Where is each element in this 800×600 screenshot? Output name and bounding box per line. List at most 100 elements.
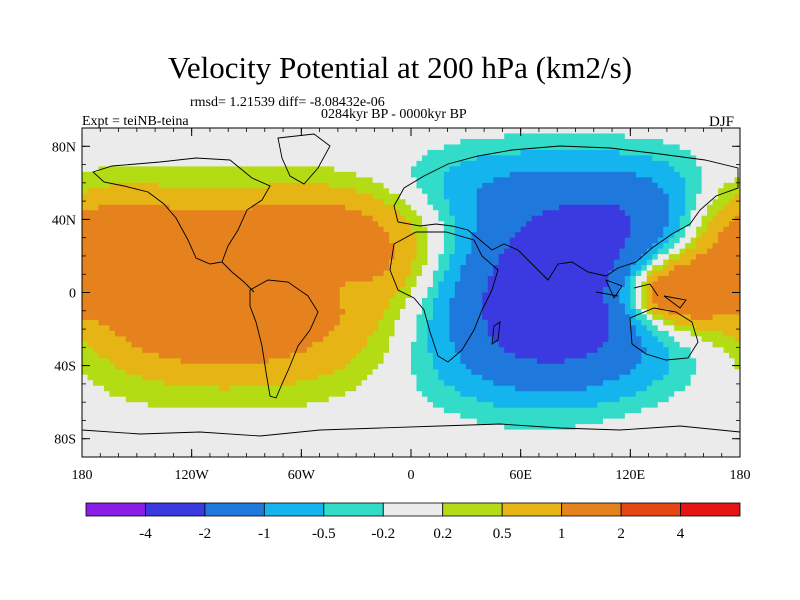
contour-cell [696,232,703,239]
contour-cell [476,204,560,211]
contour-cell [635,314,648,321]
contour-cell [443,243,456,250]
contour-cell [454,232,472,239]
contour-cell [712,215,736,222]
contour-cell [657,276,740,283]
contour-cell [367,336,390,343]
contour-cell [504,133,626,140]
contour-cell [657,303,740,310]
contour-cell [427,319,450,326]
coastline-greenland [277,133,331,185]
contour-cell [389,336,418,343]
contour-cell [438,265,450,272]
contour-cell [652,297,740,305]
contour-cell [389,347,412,354]
contour-cell [416,243,429,250]
contour-cell [712,243,740,250]
contour-cell [438,254,450,261]
colorbar-swatch [680,502,741,517]
contour-cell [438,259,450,266]
contour-cell [602,380,653,387]
contour-cell [635,325,648,332]
contour-cell [443,171,511,178]
contour-cell [630,287,637,294]
contour-cell [82,347,94,354]
contour-cell [690,352,730,359]
contour-cell [652,287,740,294]
contour-cell [367,374,418,381]
colorbar-swatch [501,502,563,517]
contour-cell [476,199,670,206]
coastline-madagascar [491,321,501,345]
contour-cell [82,226,385,233]
contour-cell [372,330,396,337]
contour-cell [663,341,681,348]
contour-cell [646,325,659,332]
contour-cell [421,265,440,272]
contour-cell [624,237,659,244]
contour-cell [641,292,648,299]
contour-cell [624,413,740,420]
contour-cell [712,199,730,206]
contour-cell [449,210,478,217]
contour-cell [438,210,450,217]
contour-cell [109,325,335,332]
contour-cell [624,303,631,310]
colorbar-label: 0.2 [433,526,452,542]
contour-cell [82,308,346,316]
contour-cell [460,391,637,398]
y-tick-label: 40S [54,360,76,375]
contour-cell [696,363,736,370]
contour-cell [674,325,697,332]
contour-cell [389,237,418,244]
contour-cell [641,341,664,348]
contour-cell [608,314,631,321]
contour-cell [372,177,418,184]
contour-cell [389,232,418,239]
contour-cell [82,363,116,370]
contour-cell [416,248,429,255]
contour-cell [685,243,697,250]
contour-cell [586,385,648,392]
contour-cell [427,287,440,294]
contour-cell [312,341,368,348]
contour-cell [663,188,686,195]
contour-cell [482,308,609,316]
contour-cell [701,221,708,228]
contour-cell [411,226,429,233]
contour-cell [449,199,478,206]
contour-cell [345,308,385,316]
contour-cell [602,292,620,299]
contour-cell [158,352,291,359]
contour-cell [416,281,434,288]
contour-cell [668,363,697,370]
contour-cell [339,297,390,305]
contour-cell [696,155,740,162]
contour-cell [92,380,165,387]
contour-cell [372,215,407,222]
contour-cell [82,265,390,272]
contour-cell [421,270,434,277]
contour-cell [416,330,429,337]
contour-cell [427,254,440,261]
contour-cell [432,308,450,316]
contour-cell [416,380,445,387]
contour-cell [641,303,648,310]
contour-cell [613,259,637,266]
contour-cell [389,303,407,310]
contour-cell [82,341,89,348]
x-tick-label: 60E [509,468,532,483]
contour-cell [668,210,686,217]
contour-cell [356,352,385,359]
contour-cell [526,221,631,228]
contour-cell [334,325,379,332]
contour-cell [383,226,412,233]
contour-cell [361,380,418,387]
contour-cell [690,314,714,321]
contour-cell [641,352,670,359]
contour-cell [630,292,637,299]
contour-cell [515,385,588,392]
contour-cell [394,204,412,211]
contour-cell [421,188,445,195]
contour-cell [82,391,111,398]
